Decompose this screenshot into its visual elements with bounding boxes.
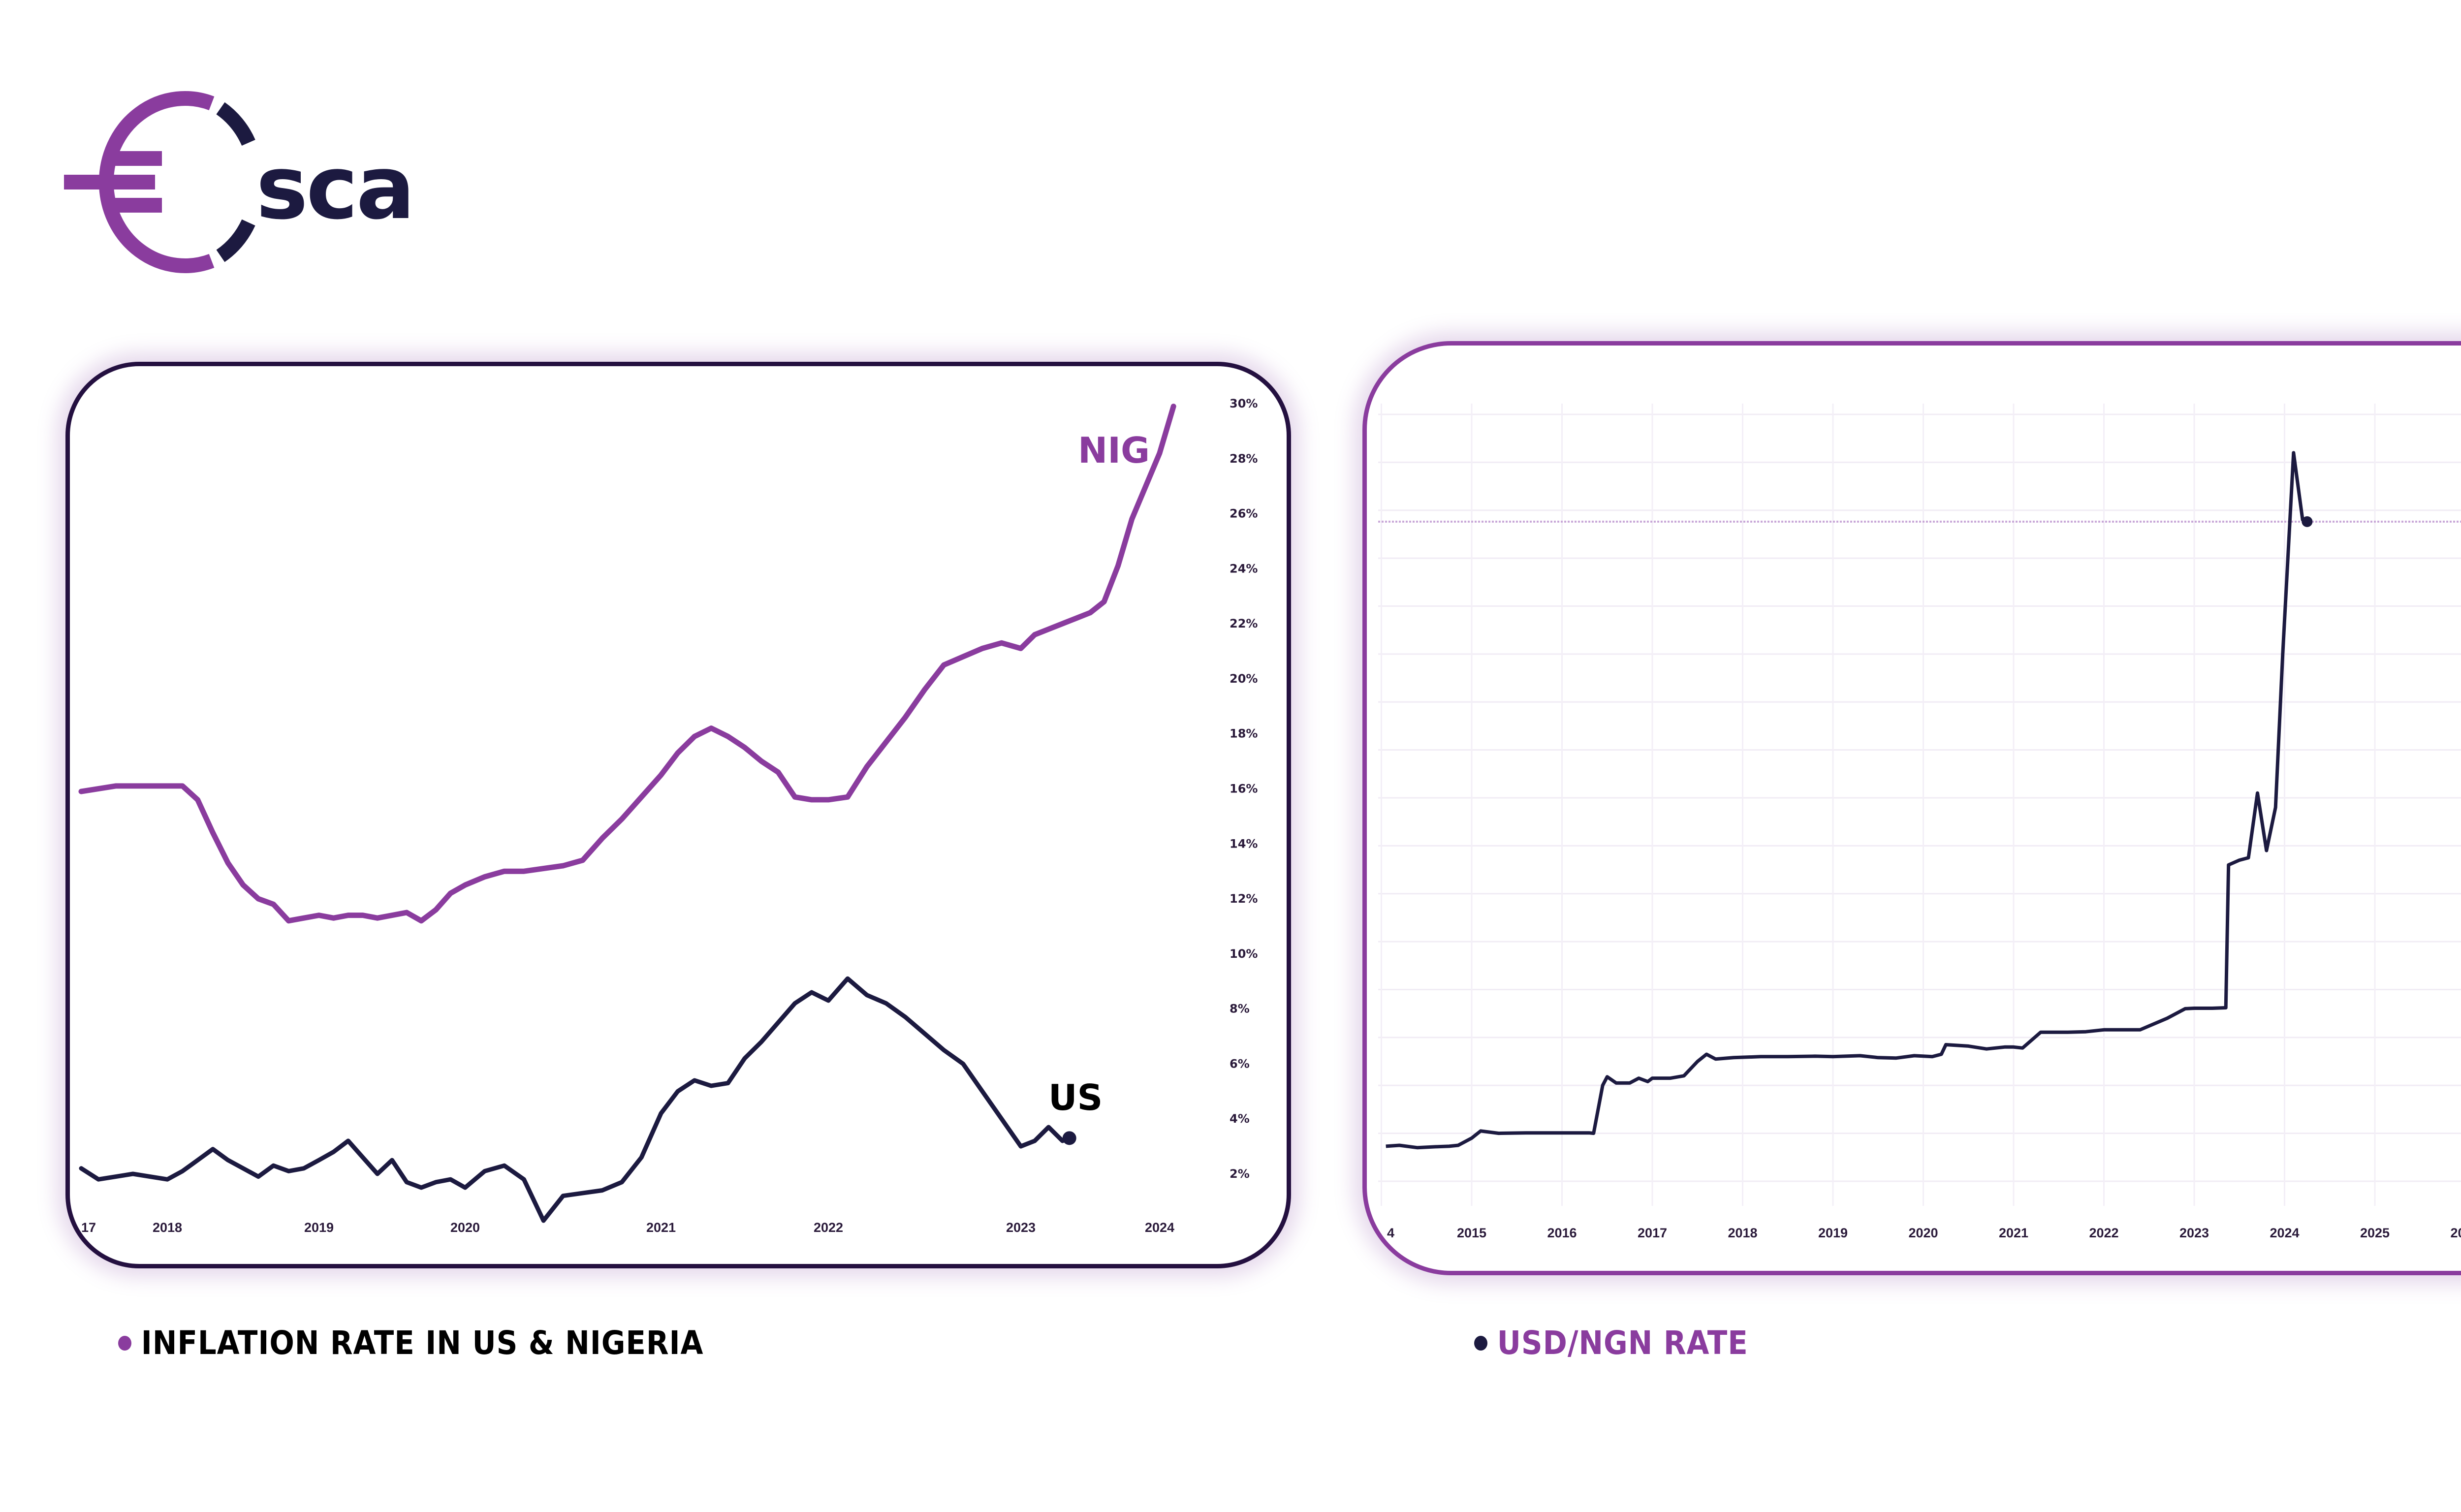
x-tick-label: 2018 (1728, 1226, 1757, 1240)
usd-ngn-caption-text: USD/NGN RATE (1497, 1324, 1748, 1362)
y-tick-label: 24% (1230, 562, 1258, 575)
inflation-caption-text: INFLATION RATE IN US & NIGERIA (141, 1324, 704, 1362)
x-tick-label: 2018 (153, 1220, 182, 1235)
x-tick-label: 2016 (1547, 1226, 1577, 1240)
x-tick-label: 2023 (2179, 1226, 2209, 1240)
usd-ngn-x-axis: 4 2015 2016 2017 2018 2019 2020 2021 2022 2023 202… (1387, 1226, 2461, 1240)
y-tick-label: 26% (1230, 507, 1258, 521)
y-tick-label: 16% (1230, 782, 1258, 796)
usd-ngn-caption: USD/NGN RATE (1474, 1324, 1748, 1362)
x-tick-label: 2021 (646, 1220, 676, 1235)
x-tick-label: 2024 (1145, 1220, 1174, 1235)
y-tick-label: 20% (1230, 672, 1258, 686)
y-tick-label: 30% (1230, 397, 1258, 410)
x-tick-label: 2015 (1457, 1226, 1486, 1240)
y-tick-label: 6% (1230, 1057, 1250, 1071)
y-tick-label: 28% (1230, 452, 1258, 466)
x-tick-label: 2022 (814, 1220, 843, 1235)
y-tick-label: 22% (1230, 617, 1258, 630)
usd-ngn-gridlines (1378, 404, 2461, 1206)
nigeria-inflation-line (78, 404, 1176, 924)
caption-bullet-icon (118, 1335, 131, 1351)
nig-series-label: NIG (1078, 430, 1150, 471)
esca-logo: sca (64, 89, 415, 276)
usd-ngn-chart-card (1362, 341, 2461, 1275)
x-tick-label: 2019 (304, 1220, 334, 1235)
usd-ngn-rate-line (1386, 451, 2308, 1150)
usd-ngn-endpoint-marker (2302, 516, 2313, 527)
y-tick-label: 8% (1230, 1002, 1250, 1016)
inflation-caption: INFLATION RATE IN US & NIGERIA (118, 1324, 703, 1362)
us-series-label: US (1048, 1077, 1103, 1118)
inflation-chart-card (65, 362, 1291, 1268)
euro-sign-icon: sca (64, 91, 415, 273)
y-tick-label: 18% (1230, 727, 1258, 741)
logo-text: sca (256, 137, 409, 239)
x-tick-label: 2020 (450, 1220, 480, 1235)
x-tick-label: 4 (1387, 1226, 1394, 1240)
x-tick-label: 2019 (1818, 1226, 1848, 1240)
x-tick-label: 2024 (2270, 1226, 2299, 1240)
x-tick-label: 2021 (1999, 1226, 2028, 1240)
x-tick-label: 2025 (2360, 1226, 2390, 1240)
y-tick-label: 12% (1230, 892, 1258, 906)
x-tick-label: 2017 (1638, 1226, 1667, 1240)
x-tick-label: 2023 (1006, 1220, 1036, 1235)
y-tick-label: 4% (1230, 1112, 1250, 1126)
inflation-y-axis: 30% 28% 26% 24% 22% 20% 18% 16% 14% 12% 10% 8% 6% 4% 2… (1230, 397, 1258, 1181)
x-tick-label: 2020 (1908, 1226, 1938, 1240)
us-inflation-line (79, 976, 1072, 1223)
caption-bullet-icon (1474, 1335, 1487, 1351)
x-tick-label: 2026 (2450, 1226, 2461, 1240)
inflation-x-axis: 17 2018 2019 2020 2021 2022 2023 2024 (81, 1220, 1174, 1235)
x-tick-label: 17 (81, 1220, 96, 1235)
y-tick-label: 14% (1230, 837, 1258, 850)
y-tick-label: 2% (1230, 1167, 1250, 1181)
y-tick-label: 10% (1230, 947, 1258, 961)
x-tick-label: 2022 (2089, 1226, 2118, 1240)
us-endpoint-marker (1062, 1131, 1076, 1145)
